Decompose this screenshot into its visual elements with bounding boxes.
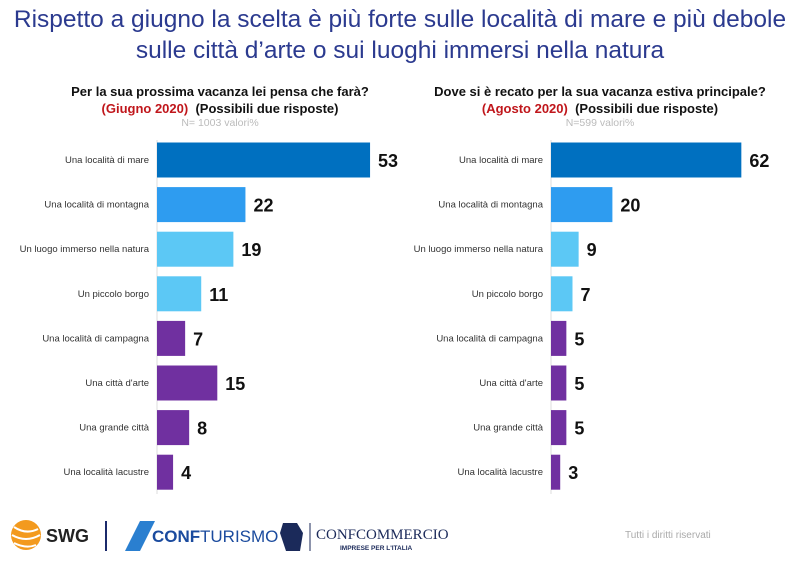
category-label: Una città d'arte <box>479 378 543 389</box>
value-label: 7 <box>193 329 203 349</box>
category-label: Una grande città <box>473 423 543 434</box>
value-label: 5 <box>574 374 584 394</box>
category-label: Una località di mare <box>65 155 149 166</box>
bar <box>157 187 246 223</box>
bar <box>551 410 567 446</box>
category-label: Un luogo immerso nella natura <box>20 244 150 255</box>
confturismo-logo: CONF TURISMO <box>125 521 278 551</box>
svg-text:CONFCOMMERCIO: CONFCOMMERCIO <box>316 527 449 543</box>
value-label: 53 <box>378 151 398 171</box>
footer: SWG CONF TURISMO CONFCOMMERCIO IMPRESE PE… <box>0 515 800 555</box>
svg-text:IMPRESE PER L'ITALIA: IMPRESE PER L'ITALIA <box>340 545 413 552</box>
category-label: Un piccolo borgo <box>472 289 543 300</box>
value-label: 8 <box>197 419 207 439</box>
value-label: 4 <box>181 463 191 483</box>
category-label: Una località di mare <box>459 155 543 166</box>
right-chart-note: (Possibili due risposte) <box>575 101 719 116</box>
svg-text:SWG: SWG <box>46 526 89 546</box>
value-label: 5 <box>574 329 584 349</box>
bar <box>157 142 371 178</box>
bar <box>551 142 742 178</box>
value-label: 15 <box>225 374 245 394</box>
category-label: Una località lacustre <box>63 467 149 478</box>
value-label: 20 <box>620 196 640 216</box>
bar <box>157 454 174 490</box>
value-label: 22 <box>253 196 273 216</box>
bar <box>551 365 567 401</box>
bar <box>551 276 573 312</box>
category-label: Una località di montagna <box>44 200 149 211</box>
bar <box>551 320 567 356</box>
bar <box>157 320 186 356</box>
right-chart-header: Dove si è recato per la sua vacanza esti… <box>420 83 780 130</box>
category-label: Una località di campagna <box>436 333 543 344</box>
category-label: Una località di campagna <box>42 333 149 344</box>
left-chart-header: Per la sua prossima vacanza lei pensa ch… <box>40 83 400 130</box>
left-chart-title: Per la sua prossima vacanza lei pensa ch… <box>71 84 369 99</box>
bar <box>157 276 202 312</box>
left-chart-sample: N= 1003 valori% <box>181 117 259 129</box>
category-label: Una località di montagna <box>438 200 543 211</box>
bar <box>157 365 218 401</box>
swg-logo: SWG <box>11 520 89 550</box>
rights-text: Tutti i diritti riservati <box>625 530 711 541</box>
left-chart-note: (Possibili due risposte) <box>195 101 339 116</box>
category-label: Una località lacustre <box>457 467 543 478</box>
logos: SWG CONF TURISMO CONFCOMMERCIO IMPRESE PE… <box>11 520 449 552</box>
value-label: 3 <box>568 463 578 483</box>
value-label: 11 <box>209 285 228 305</box>
value-label: 7 <box>580 285 590 305</box>
bar <box>551 231 579 267</box>
svg-text:CONF: CONF <box>152 527 200 546</box>
category-label: Un piccolo borgo <box>78 289 149 300</box>
value-label: 5 <box>574 419 584 439</box>
left-chart-period: (Giugno 2020) <box>101 101 189 116</box>
right-chart-sample: N=599 valori% <box>565 117 635 129</box>
right-chart-title: Dove si è recato per la sua vacanza esti… <box>434 84 766 99</box>
value-label: 62 <box>749 151 769 171</box>
bar <box>157 231 234 267</box>
category-label: Un luogo immerso nella natura <box>414 244 544 255</box>
svg-text:TURISMO: TURISMO <box>200 527 278 546</box>
category-label: Una città d'arte <box>85 378 149 389</box>
bar <box>551 187 613 223</box>
confcommercio-logo: CONFCOMMERCIO IMPRESE PER L'ITALIA <box>280 523 449 552</box>
slide-title: Rispetto a giugno la scelta è più forte … <box>13 6 787 64</box>
bar <box>157 410 190 446</box>
value-label: 19 <box>241 240 261 260</box>
category-label: Una grande città <box>79 423 149 434</box>
bar <box>551 454 561 490</box>
right-chart-period: (Agosto 2020) <box>481 101 568 116</box>
value-label: 9 <box>587 240 597 260</box>
